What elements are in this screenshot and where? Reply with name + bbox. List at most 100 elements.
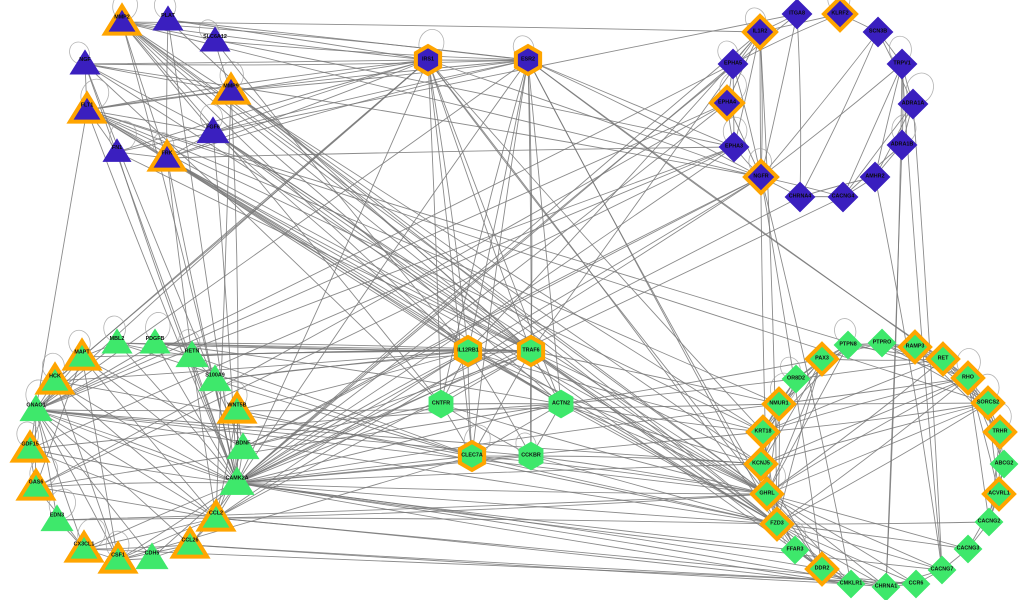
graph-node[interactable]: EPHA3 (718, 131, 750, 163)
graph-node[interactable]: AMHR2 (859, 161, 891, 193)
node-diamond-green[interactable] (925, 341, 961, 377)
node-diamond-green[interactable] (927, 555, 957, 585)
graph-node[interactable]: CACNG7 (927, 555, 957, 585)
graph-node[interactable]: EPHA4 (708, 84, 746, 122)
node-hexagon-green[interactable] (453, 334, 483, 368)
node-triangle-green[interactable] (135, 542, 169, 570)
node-diamond-green[interactable] (982, 414, 1018, 450)
node-triangle-purple[interactable] (199, 26, 231, 52)
graph-node[interactable]: CHRNA4 (784, 181, 816, 213)
node-diamond-green[interactable] (761, 386, 797, 422)
node-triangle-green[interactable] (61, 337, 103, 371)
graph-node[interactable]: TRPV1 (886, 48, 918, 80)
node-diamond-purple[interactable] (742, 158, 780, 196)
node-diamond-purple[interactable] (897, 88, 929, 120)
node-diamond-purple[interactable] (718, 131, 750, 163)
node-triangle-green[interactable] (139, 328, 171, 354)
node-triangle-green[interactable] (9, 429, 51, 463)
node-diamond-green[interactable] (759, 506, 795, 542)
node-triangle-green[interactable] (195, 498, 237, 532)
graph-node[interactable]: CACNG2 (974, 507, 1004, 537)
graph-node[interactable]: SCN3B (862, 16, 894, 48)
node-triangle-purple[interactable] (102, 138, 132, 162)
node-diamond-green[interactable] (989, 449, 1019, 479)
node-hexagon-green[interactable] (518, 441, 544, 471)
node-diamond-green[interactable] (974, 507, 1004, 537)
node-triangle-green[interactable] (19, 394, 53, 422)
graph-node[interactable]: MBL2 (101, 328, 133, 354)
node-triangle-green[interactable] (226, 432, 260, 460)
node-diamond-green[interactable] (781, 364, 811, 394)
graph-node[interactable]: MMP2 (101, 2, 143, 36)
node-diamond-green[interactable] (867, 328, 897, 358)
node-hexagon-purple[interactable] (513, 43, 543, 77)
node-triangle-green[interactable] (15, 467, 57, 501)
node-triangle-purple[interactable] (152, 5, 184, 31)
node-triangle-green[interactable] (40, 504, 74, 532)
node-diamond-green[interactable] (745, 414, 781, 450)
node-triangle-green[interactable] (219, 466, 255, 495)
graph-node[interactable]: TRAF6 (516, 334, 546, 368)
node-triangle-green[interactable] (97, 540, 139, 574)
graph-node[interactable]: PTPRO (867, 328, 897, 358)
graph-node[interactable]: GNAO1 (19, 394, 53, 422)
node-diamond-green[interactable] (953, 534, 983, 564)
graph-node[interactable]: ADRA1B (886, 129, 918, 161)
graph-node[interactable]: IL12RB1 (453, 334, 483, 368)
graph-node[interactable]: CCR6 (901, 569, 931, 599)
node-hexagon-purple[interactable] (413, 43, 443, 77)
graph-node[interactable]: ESR2 (513, 43, 543, 77)
node-diamond-purple[interactable] (708, 84, 746, 122)
node-hexagon-green[interactable] (516, 334, 546, 368)
node-triangle-purple[interactable] (196, 116, 230, 144)
node-diamond-purple[interactable] (717, 48, 749, 80)
node-diamond-purple[interactable] (886, 48, 918, 80)
node-diamond-green[interactable] (743, 446, 779, 482)
node-diamond-green[interactable] (749, 476, 785, 512)
graph-node[interactable]: PAX3 (804, 341, 840, 377)
node-triangle-purple[interactable] (69, 49, 101, 75)
node-diamond-green[interactable] (981, 476, 1017, 512)
node-triangle-green[interactable] (101, 328, 133, 354)
graph-node[interactable]: PLAT (152, 5, 184, 31)
graph-node[interactable]: IL1R2 (741, 13, 779, 51)
node-diamond-green[interactable] (780, 535, 810, 565)
graph-node[interactable]: RAMP3 (897, 329, 933, 365)
node-diamond-purple[interactable] (821, 0, 859, 33)
node-diamond-green[interactable] (901, 569, 931, 599)
node-triangle-purple[interactable] (101, 2, 143, 36)
node-diamond-purple[interactable] (827, 181, 859, 213)
node-diamond-purple[interactable] (781, 0, 813, 30)
node-diamond-purple[interactable] (784, 181, 816, 213)
node-triangle-purple[interactable] (146, 138, 188, 172)
graph-node[interactable]: ACTN2 (548, 389, 574, 419)
node-triangle-green[interactable] (169, 525, 211, 559)
node-diamond-green[interactable] (871, 572, 901, 600)
node-diamond-purple[interactable] (741, 13, 779, 51)
graph-node[interactable]: CHRNA1 (871, 572, 901, 600)
graph-node[interactable]: EDN3 (40, 504, 74, 532)
node-diamond-green[interactable] (804, 551, 840, 587)
node-diamond-purple[interactable] (862, 16, 894, 48)
node-diamond-green[interactable] (897, 329, 933, 365)
node-triangle-green[interactable] (198, 364, 232, 392)
graph-node[interactable]: ITGA8 (781, 0, 813, 30)
graph-node[interactable]: CACNG4 (827, 181, 859, 213)
node-diamond-green[interactable] (970, 385, 1006, 421)
node-diamond-green[interactable] (950, 360, 986, 396)
graph-node[interactable]: CLEC7A (457, 439, 487, 473)
node-triangle-green[interactable] (216, 390, 258, 424)
node-triangle-green[interactable] (175, 340, 209, 368)
graph-node[interactable]: IRS1 (413, 43, 443, 77)
graph-node[interactable]: CCKBR (518, 441, 544, 471)
node-hexagon-green[interactable] (548, 389, 574, 419)
node-hexagon-green[interactable] (457, 439, 487, 473)
node-hexagon-green[interactable] (428, 389, 454, 419)
graph-node[interactable]: CACNG3 (953, 534, 983, 564)
node-triangle-purple[interactable] (66, 90, 108, 124)
node-triangle-purple[interactable] (210, 71, 252, 105)
node-triangle-green[interactable] (34, 361, 76, 395)
graph-node[interactable]: MAPT (61, 337, 103, 371)
